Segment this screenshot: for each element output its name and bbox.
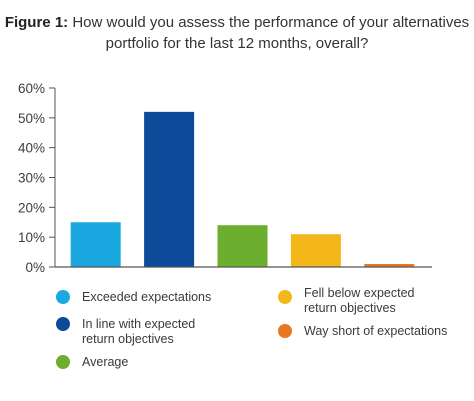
legend-label-exceeded: Exceeded expectations (82, 290, 212, 304)
y-tick-label: 60% (18, 81, 45, 96)
y-tick-label: 0% (25, 260, 45, 275)
y-tick-label: 20% (18, 200, 45, 215)
legend-label-fell-below: Fell below expected return objectives (304, 286, 415, 315)
legend-swatch-exceeded (56, 290, 70, 304)
legend-label-in-line: In line with expected return objectives (82, 317, 196, 346)
legend-item-way-short: Way short of expectations (278, 324, 463, 339)
bar-5 (364, 264, 415, 267)
legend-swatch-way-short (278, 324, 292, 338)
figure-label: Figure 1: (4, 14, 69, 31)
legend-item-exceeded: Exceeded expectations (56, 290, 256, 305)
legend-swatch-average (56, 355, 70, 369)
bar-1 (70, 222, 121, 267)
y-tick-label: 40% (18, 141, 45, 156)
bar-4 (290, 234, 341, 267)
bar-2 (144, 111, 195, 267)
legend-swatch-fell-below (278, 290, 292, 304)
legend-item-in-line: In line with expected return objectives (56, 317, 231, 347)
y-tick-label: 30% (18, 171, 45, 186)
legend-item-average: Average (56, 355, 206, 370)
chart-title: Figure 1: How would you assess the perfo… (0, 12, 474, 54)
legend-label-average: Average (82, 355, 129, 369)
y-tick-label: 10% (18, 230, 45, 245)
legend-item-fell-below: Fell below expected return objectives (278, 286, 428, 316)
figure-question: How would you assess the performance of … (68, 14, 470, 52)
legend-swatch-in-line (56, 317, 70, 331)
legend-label-way-short: Way short of expectations (304, 324, 448, 338)
bar-3 (217, 225, 268, 267)
y-tick-label: 50% (18, 111, 45, 126)
